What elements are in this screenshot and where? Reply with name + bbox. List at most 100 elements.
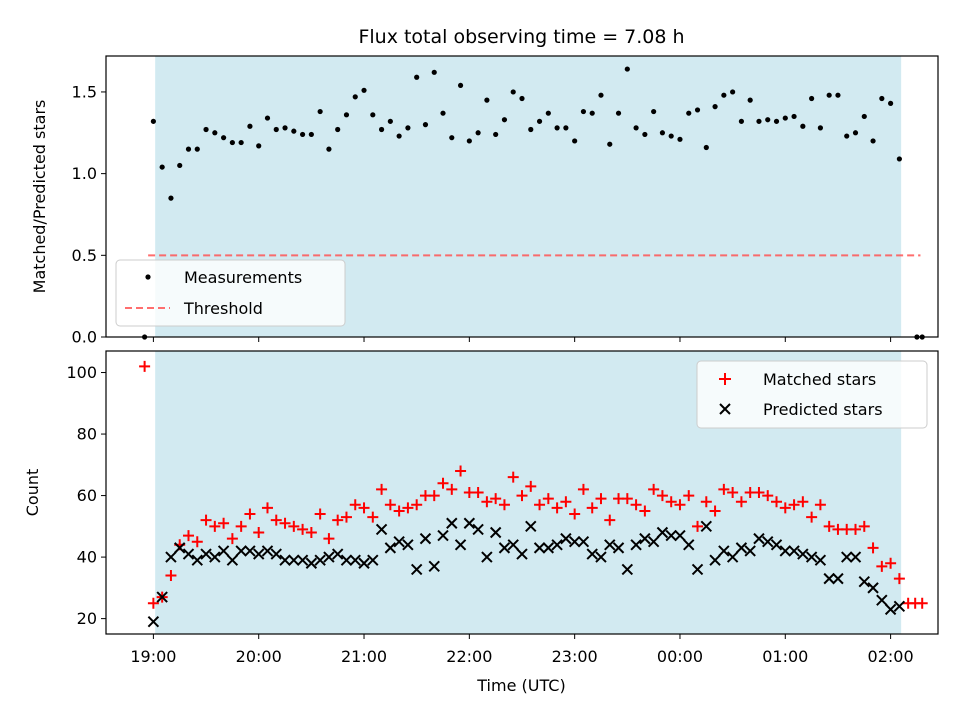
matched-star-point xyxy=(569,508,581,520)
predicted-star-point xyxy=(595,551,607,563)
measurement-point xyxy=(510,89,516,95)
predicted-star-point xyxy=(604,539,616,551)
matched-star-point xyxy=(358,502,370,514)
matched-star-point xyxy=(349,499,361,511)
measurement-point xyxy=(791,113,797,120)
matched-star-point xyxy=(858,520,870,532)
matched-star-point xyxy=(235,520,247,532)
matched-star-point xyxy=(367,511,379,523)
measurement-point xyxy=(782,115,788,121)
matched-star-point xyxy=(428,490,440,502)
matched-star-point xyxy=(639,505,651,517)
matched-star-point xyxy=(323,533,335,545)
predicted-star-point xyxy=(665,529,677,542)
predicted-star-point xyxy=(463,517,476,529)
measurement-point xyxy=(765,117,771,123)
predicted-star-point xyxy=(472,523,484,536)
predicted-star-point xyxy=(823,572,835,585)
measurement-point xyxy=(308,131,314,138)
measurement-point xyxy=(624,66,630,72)
y-tick-label: 1.5 xyxy=(72,82,97,101)
predicted-star-point xyxy=(489,526,502,539)
matched-star-point xyxy=(665,496,677,508)
measurement-point xyxy=(449,135,455,141)
measurement-point xyxy=(501,117,508,123)
matched-star-point xyxy=(218,517,230,529)
matched-star-point xyxy=(893,573,905,585)
predicted-star-point xyxy=(893,600,906,613)
measurement-point xyxy=(185,146,192,152)
measurement-point xyxy=(159,164,165,170)
measurement-point xyxy=(835,92,841,98)
matched-star-point xyxy=(305,526,317,538)
measurement-point xyxy=(703,144,709,151)
measurement-point xyxy=(352,94,358,100)
predicted-star-point xyxy=(674,529,686,542)
matched-star-point xyxy=(226,533,238,545)
top-y-axis-label: Matched/Predicted stars xyxy=(30,100,49,294)
measurement-point xyxy=(861,113,867,120)
predicted-star-point xyxy=(279,554,291,566)
predicted-star-point xyxy=(498,542,511,554)
matched-star-point xyxy=(481,496,493,508)
predicted-star-point xyxy=(762,536,774,548)
predicted-star-point xyxy=(630,539,642,551)
predicted-star-point xyxy=(858,575,870,588)
predicted-star-point xyxy=(753,532,765,545)
matched-star-point xyxy=(244,508,256,520)
matched-star-point xyxy=(402,502,414,514)
measurement-point xyxy=(299,131,306,138)
measurement-point xyxy=(607,141,613,147)
measurement-point xyxy=(651,108,657,115)
predicted-star-point xyxy=(683,539,695,551)
predicted-star-point xyxy=(525,520,537,533)
predicted-star-point xyxy=(261,545,274,557)
matched-star-point xyxy=(270,514,282,526)
matched-star-point xyxy=(507,471,519,483)
matched-star-point xyxy=(735,496,747,508)
predicted-star-point xyxy=(700,520,713,533)
measurement-point xyxy=(282,125,288,131)
measurement-point xyxy=(554,125,560,131)
measurement-point xyxy=(642,131,648,138)
measurement-point xyxy=(773,118,780,124)
predicted-star-point xyxy=(516,548,528,560)
matched-star-point xyxy=(674,499,686,511)
top-plot-frame xyxy=(105,55,939,338)
matched-star-point xyxy=(446,483,458,495)
measurement-point xyxy=(528,126,534,133)
predicted-star-point xyxy=(507,539,519,551)
y-tick-label: 20 xyxy=(77,609,97,628)
matched-star-point xyxy=(700,496,712,508)
y-tick-label: 40 xyxy=(77,548,97,567)
chart-title: Flux total observing time = 7.08 h xyxy=(358,26,684,48)
matched-star-point xyxy=(384,499,396,511)
measurement-point xyxy=(370,112,376,118)
bottom-panel: 20 40 60 80 100 19:00 20:00 21:00 22:00 23:00 00:0… xyxy=(23,350,939,666)
top-legend-box xyxy=(115,259,346,327)
predicted-star-point xyxy=(577,536,590,548)
measurement-point xyxy=(229,139,235,146)
predicted-star-point xyxy=(867,582,879,594)
predicted-star-point xyxy=(709,554,721,566)
bottom-legend-box xyxy=(696,360,928,429)
measurement-point xyxy=(378,126,385,133)
matched-star-point xyxy=(621,493,633,505)
measurement-point xyxy=(431,69,437,75)
predicted-star-point xyxy=(428,560,440,573)
counts-layer xyxy=(139,360,928,628)
measurement-point xyxy=(817,125,823,131)
matched-star-point xyxy=(916,597,928,609)
measurement-point xyxy=(256,143,262,149)
matched-star-point xyxy=(718,483,730,495)
measurement-point xyxy=(291,128,297,134)
predicted-star-point xyxy=(797,548,809,560)
measurement-point xyxy=(493,131,499,138)
measurement-point xyxy=(870,138,876,144)
measurement-point xyxy=(756,118,762,124)
measurement-point xyxy=(247,123,253,129)
predicted-star-point xyxy=(788,545,800,557)
predicted-star-point xyxy=(726,551,739,563)
predicted-star-point xyxy=(551,539,563,551)
